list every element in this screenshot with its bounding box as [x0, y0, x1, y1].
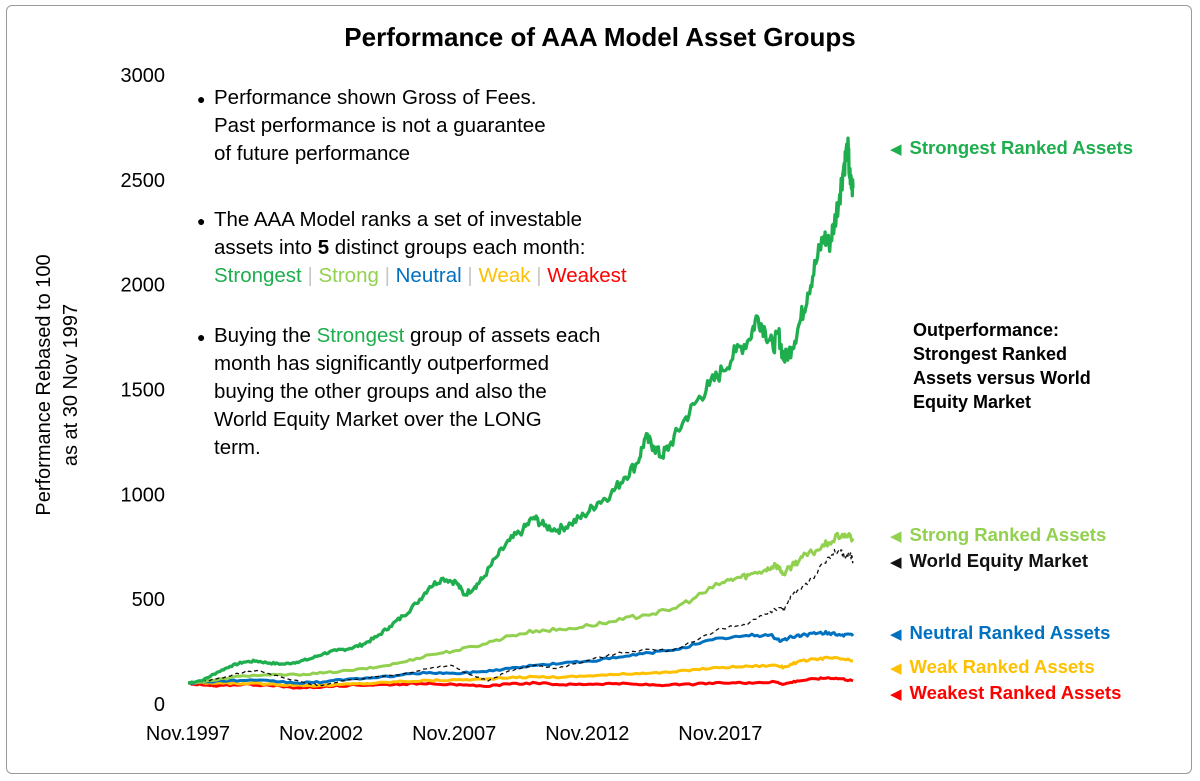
- x-tick-label: Nov.2017: [678, 723, 762, 745]
- outperformance-line2: Strongest Ranked: [913, 344, 1068, 364]
- note-fees-line3: of future performance: [214, 142, 410, 165]
- series-line-strongest-ranked-assets: [187, 136, 855, 685]
- group-legend: Strongest | Strong | Neutral | Weak | We…: [197, 262, 627, 290]
- series-line-neutral-ranked-assets: [187, 630, 855, 685]
- group-separator: |: [467, 264, 473, 287]
- note-strongest-line2: month has significantly outperformed: [214, 352, 550, 375]
- note-fees-line1: Performance shown Gross of Fees.: [214, 86, 537, 109]
- series-layer: [187, 136, 855, 690]
- x-tick-label: Nov.1997: [146, 723, 230, 745]
- marker-icon: ◀: [890, 554, 902, 571]
- note-strongest-line5: term.: [214, 436, 261, 459]
- series-line-weak-ranked-assets: [188, 655, 854, 688]
- label-neutral: ◀ Neutral Ranked Assets: [890, 622, 1111, 643]
- group-strong: Strong: [318, 264, 379, 287]
- label-weak: ◀ Weak Ranked Assets: [890, 656, 1095, 677]
- label-weakest: ◀ Weakest Ranked Assets: [890, 682, 1122, 703]
- series-line-world-equity-market: [187, 548, 854, 687]
- note-model-line1: The AAA Model ranks a set of investable: [214, 208, 583, 231]
- outperformance-line1: Outperformance:: [913, 320, 1060, 340]
- outperformance-label: Outperformance: Strongest Ranked Assets …: [913, 318, 1091, 414]
- y-tick-label: 500: [132, 589, 165, 611]
- chart-title: Performance of AAA Model Asset Groups: [344, 22, 856, 52]
- note-strongest-line4: World Equity Market over the LONG: [214, 408, 542, 431]
- x-tick-label: Nov.2012: [545, 723, 629, 745]
- note-model: ● The AAA Model ranks a set of investabl…: [197, 206, 627, 290]
- group-weak: Weak: [478, 264, 531, 287]
- y-tick-label: 0: [154, 694, 165, 716]
- bullet-icon: ●: [197, 213, 206, 229]
- marker-icon: ◀: [890, 141, 902, 158]
- group-separator: |: [384, 264, 390, 287]
- bullet-icon: ●: [197, 329, 206, 345]
- y-axis-ticks: 0 500 1000 1500 2000 2500 3000: [121, 65, 166, 716]
- group-strongest: Strongest: [214, 264, 302, 287]
- y-tick-label: 1500: [121, 380, 166, 402]
- y-tick-label: 1000: [121, 484, 166, 506]
- bullet-icon: ●: [197, 91, 206, 107]
- series-line-strong-ranked-assets: [187, 531, 855, 685]
- y-tick-label: 3000: [121, 65, 166, 87]
- group-separator: |: [307, 264, 313, 287]
- outperformance-line4: Equity Market: [913, 392, 1032, 412]
- series-line-weakest-ranked-assets: [188, 676, 854, 690]
- label-strong: ◀ Strong Ranked Assets: [890, 524, 1107, 545]
- outperformance-line3: Assets versus World: [913, 368, 1091, 388]
- chart-frame: [6, 5, 1192, 774]
- label-strongest: ◀ Strongest Ranked Assets: [890, 137, 1133, 158]
- marker-icon: ◀: [890, 626, 902, 643]
- note-strongest-line3: buying the other groups and also the: [214, 380, 547, 403]
- note-fees-line2: Past performance is not a guarantee: [214, 114, 546, 137]
- note-strongest-line1: Buying the Strongest group of assets eac…: [214, 324, 601, 347]
- note-fees: ● Performance shown Gross of Fees. Past …: [197, 84, 546, 168]
- x-axis-ticks: Nov.1997 Nov.2002 Nov.2007 Nov.2012 Nov.2017: [146, 723, 763, 745]
- group-separator: |: [536, 264, 542, 287]
- y-tick-label: 2500: [121, 170, 166, 192]
- marker-icon: ◀: [890, 528, 902, 545]
- x-tick-label: Nov.2007: [412, 723, 496, 745]
- x-tick-label: Nov.2002: [279, 723, 363, 745]
- marker-icon: ◀: [890, 686, 902, 703]
- group-weakest: Weakest: [547, 264, 627, 287]
- group-neutral: Neutral: [395, 264, 462, 287]
- label-world-equity: ◀ World Equity Market: [890, 550, 1089, 571]
- note-model-line2: assets into 5 distinct groups each month…: [214, 236, 586, 259]
- y-tick-label: 2000: [121, 275, 166, 297]
- note-strongest: ● Buying the Strongest group of assets e…: [197, 322, 600, 462]
- marker-icon: ◀: [890, 660, 902, 677]
